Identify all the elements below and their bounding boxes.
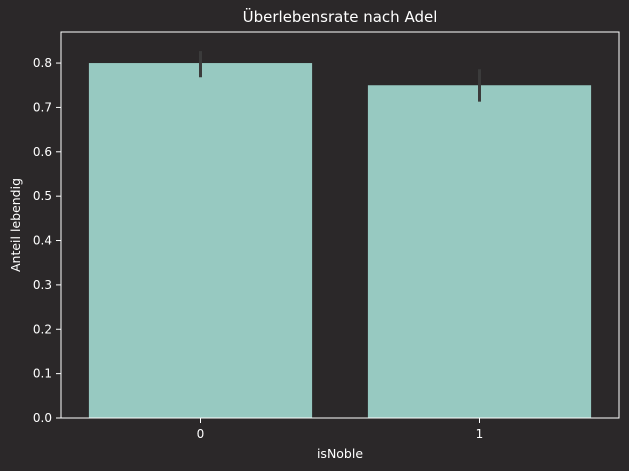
y-tick-label: 0.3 [33,278,52,292]
y-tick-label: 0.4 [33,234,52,248]
axes [60,31,620,419]
y-tick-label: 0.0 [33,411,52,425]
y-tick-label: 0.7 [33,100,52,114]
error-bars [199,51,481,102]
ticks: 0 1 0.0 0.1 0.2 0.3 0.4 0.5 0.6 0.7 0.8 [33,56,483,441]
y-tick-label: 0.6 [33,145,52,159]
x-tick-label: 0 [197,427,205,441]
bar-0 [88,63,313,419]
y-tick-label: 0.1 [33,367,52,381]
x-axis-label: isNoble [317,446,363,461]
bars [88,63,592,419]
bar-1 [367,85,592,418]
x-tick-label: 1 [476,427,484,441]
plot-frame [60,31,620,419]
y-tick-label: 0.5 [33,189,52,203]
chart-title: Überlebensrate nach Adel [243,7,438,26]
y-axis-label: Anteil lebendig [8,178,23,272]
y-tick-label: 0.2 [33,322,52,336]
y-tick-label: 0.8 [33,56,52,70]
